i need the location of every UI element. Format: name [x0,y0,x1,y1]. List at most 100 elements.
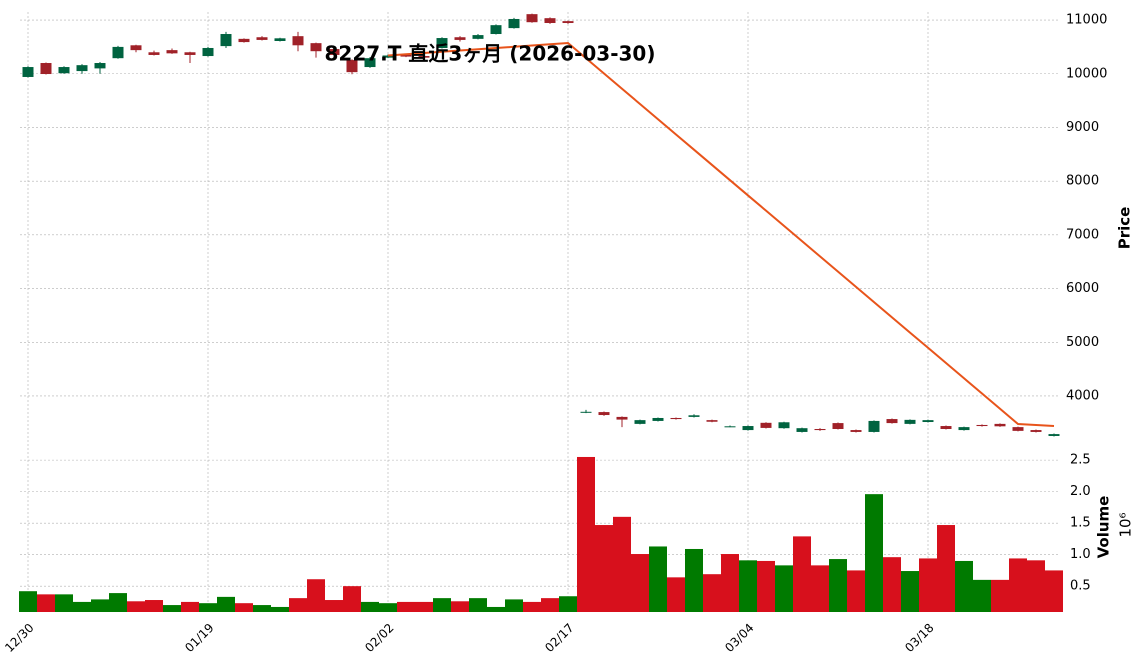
volume-bar [145,600,163,612]
volume-bar [541,598,559,612]
volume-bar [181,601,199,612]
candle-body [148,52,160,55]
volume-bar [361,601,379,612]
candle-body [670,417,682,420]
volume-bar [865,494,883,612]
x-tick-label: 02/02 [362,621,396,655]
y-tick-label: 8000 [1066,174,1099,189]
candle-body [508,18,520,29]
candle-body [958,427,970,431]
candle-body [688,415,700,417]
volume-tick-label: 0.5 [1070,579,1091,594]
y-tick-label: 6000 [1066,281,1099,296]
candle-body [868,420,880,432]
volume-bar [289,598,307,612]
volume-bar [343,586,361,612]
volume-bar [919,558,937,612]
volume-bar [577,456,595,612]
volume-bar [37,594,55,612]
candle-body [994,423,1006,427]
moving-average-line [387,42,1055,427]
x-tick-label: 01/19 [182,621,216,655]
volume-bar [271,606,289,612]
candle-body [184,52,196,55]
candle-body [292,36,304,46]
marks [19,13,1063,612]
volume-bar [829,559,847,612]
candle-body [1030,430,1042,432]
volume-bar [613,516,631,612]
volume-bar [793,536,811,612]
candle-body [364,58,376,68]
y-tick-label: 10000 [1066,66,1107,81]
candle-body [490,25,502,35]
volume-bar [559,596,577,612]
volume-bar [811,565,829,612]
volume-bar [1009,558,1027,612]
y-tick-label: 7000 [1066,227,1099,242]
candle-body [274,38,286,41]
volume-bar [595,525,613,612]
volume-bar [883,557,901,612]
volume-bar [451,601,469,612]
candle-body [1048,434,1060,436]
volume-tick-label: 2.5 [1070,453,1091,468]
volume-bar [397,601,415,612]
candle-body [418,56,430,58]
volume-bar [415,601,433,612]
candle-body [760,422,772,428]
candle-body [166,50,178,54]
volume-bar [775,565,793,612]
volume-bar [469,598,487,612]
candle-body [580,411,592,413]
y-axis-label: Price [1116,207,1134,250]
volume-bar [649,546,667,612]
volume-bar [235,603,253,612]
volume-bar [1045,570,1063,612]
candle-body [1012,427,1024,431]
x-tick-label: 03/18 [902,621,936,655]
candle-body [256,37,268,40]
volume-bar [55,594,73,612]
x-tick-label: 12/30 [2,621,36,655]
volume-tick-label: 1.5 [1070,516,1091,531]
candle-body [598,412,610,416]
candle-body [310,43,322,52]
candle-body [202,47,214,57]
candle-body [472,35,484,39]
volume-scale-label: 10⁶ [1117,512,1135,537]
candle-body [742,426,754,431]
y-tick-label: 5000 [1066,335,1099,350]
candle-body [382,55,394,58]
y-tick-label: 9000 [1066,120,1099,135]
candle-body [976,424,988,427]
candle-body [220,34,232,47]
volume-bar [379,603,397,612]
x-tick-label: 03/04 [722,621,756,655]
candle-body [544,18,556,24]
candle-body [634,420,646,424]
candle-body [832,423,844,429]
volume-axis-label: Volume [1095,496,1113,559]
candle-body [40,63,52,75]
candle-body [940,426,952,429]
volume-bar [631,554,649,612]
candle-body [814,428,826,431]
y-tick-label: 4000 [1066,388,1099,403]
volume-bar [847,570,865,612]
candle-body [58,67,70,74]
volume-bar [757,560,775,612]
volume-bar [1027,560,1045,612]
volume-bar [721,554,739,612]
volume-bar [433,598,451,612]
volume-bar [685,548,703,612]
volume-bar [73,601,91,612]
volume-bar [307,579,325,612]
volume-bar [253,605,271,612]
candle-body [346,60,358,73]
volume-bar [937,525,955,612]
volume-bar [163,605,181,612]
candle-body [454,37,466,40]
candle-body [904,419,916,424]
